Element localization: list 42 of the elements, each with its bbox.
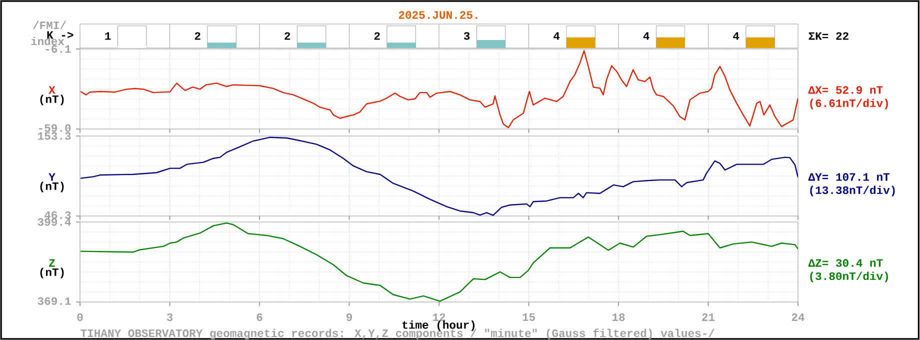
y-axis-title: Z <box>49 259 55 267</box>
data-label: 1 <box>105 32 111 40</box>
text: /FMI/ <box>33 20 66 30</box>
y-tick-label: -59.0 <box>39 124 71 132</box>
x-tick-label: 0 <box>77 313 83 322</box>
y-tick-label: 46.3 <box>44 211 71 219</box>
x-tick-label: 15 <box>522 313 535 321</box>
chart-title: 2025.JUN.25. <box>398 11 478 19</box>
text: index <box>31 36 64 46</box>
text: TIHANY OBSERVATORY geomagnetic records: X,Y,Z components / "minute" (Gauss filtered) values-/ <box>80 328 714 340</box>
text: (3.80nT/div) <box>810 272 888 282</box>
y-tick-label: 369.1 <box>38 297 71 305</box>
data-label: 2 <box>374 32 380 40</box>
text: (6.61nT/div) <box>810 98 888 110</box>
text: ΣK= 22 <box>808 32 848 40</box>
x-tick-label: 21 <box>702 313 715 321</box>
y-axis-title: X <box>48 86 56 94</box>
text: (nT) <box>40 94 64 106</box>
x-axis-title: time (hour) <box>402 320 474 332</box>
x-tick-label: 18 <box>612 313 625 322</box>
y-axis-title: Y <box>48 173 56 181</box>
text: (nT) <box>40 268 64 278</box>
x-tick-label: 3 <box>166 313 173 322</box>
text: (13.38nT/div) <box>810 186 895 196</box>
y-tick-label: 153.3 <box>38 132 71 140</box>
x-tick-label: 6 <box>256 313 262 322</box>
data-label: 4 <box>554 32 560 40</box>
text: (nT) <box>40 182 64 192</box>
y-axis-title: K -> <box>47 31 74 39</box>
text: ΔX= 52.9 nT <box>808 86 883 94</box>
data-label: 3 <box>464 32 470 40</box>
data-label: 4 <box>733 32 740 40</box>
y-tick-label: -6.1 <box>46 45 71 53</box>
data-label: 4 <box>643 32 650 40</box>
x-tick-label: 9 <box>346 313 352 322</box>
x-tick-label: 24 <box>792 313 804 321</box>
x-tick-label: 12 <box>432 313 446 321</box>
text: ΔY= 107.1 nT <box>808 173 890 181</box>
y-tick-label: 399.4 <box>38 218 71 226</box>
data-label: 2 <box>284 32 290 40</box>
data-label: 2 <box>194 32 200 40</box>
text: ΔZ= 30.4 nT <box>808 259 883 267</box>
